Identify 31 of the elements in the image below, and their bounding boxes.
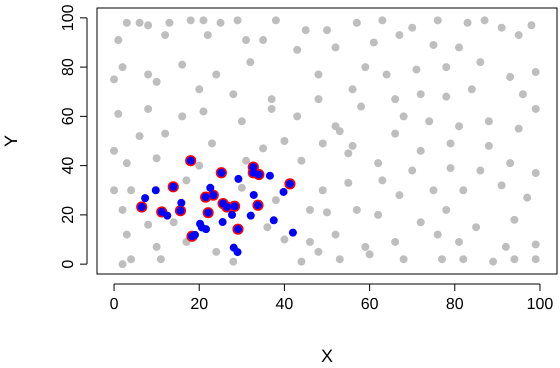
point bbox=[288, 228, 297, 237]
y-tick-label: 40 bbox=[60, 156, 77, 175]
x-tick-label: 80 bbox=[446, 296, 464, 313]
point bbox=[206, 184, 214, 192]
point bbox=[218, 218, 227, 226]
point bbox=[234, 174, 242, 183]
point bbox=[246, 212, 255, 220]
y-tick-label: 60 bbox=[60, 107, 77, 126]
y-tick-label: 0 bbox=[60, 260, 77, 269]
x-tick-label: 40 bbox=[276, 296, 294, 313]
x-tick-label: 0 bbox=[110, 296, 119, 313]
point bbox=[280, 188, 288, 196]
y-tick-label: 100 bbox=[60, 4, 77, 32]
y-tick-label: 80 bbox=[60, 58, 77, 76]
point bbox=[266, 172, 274, 180]
point bbox=[190, 230, 199, 239]
x-axis-title: X bbox=[320, 346, 334, 366]
y-tick-label: 20 bbox=[60, 206, 77, 224]
point bbox=[163, 212, 172, 220]
point bbox=[202, 225, 210, 234]
x-tick-label: 100 bbox=[526, 296, 554, 313]
x-tick-label: 20 bbox=[190, 296, 208, 313]
x-tick-label: 60 bbox=[360, 296, 379, 313]
point bbox=[270, 216, 278, 224]
point bbox=[250, 190, 258, 199]
point bbox=[177, 198, 186, 207]
point bbox=[152, 186, 160, 194]
y-axis-title: Y bbox=[1, 134, 21, 148]
point bbox=[141, 194, 150, 202]
point bbox=[234, 248, 242, 256]
point bbox=[228, 210, 236, 219]
